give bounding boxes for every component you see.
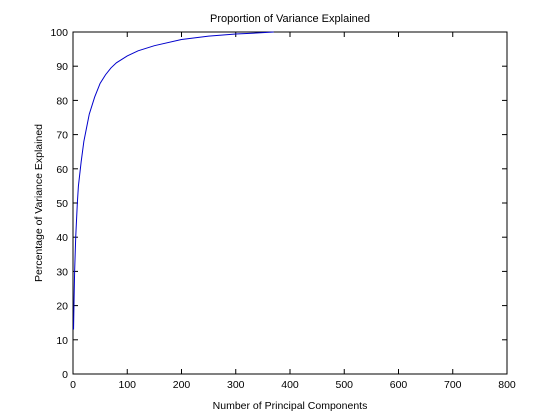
y-tick-label: 40	[56, 232, 68, 244]
y-tick-label: 60	[56, 164, 68, 176]
plot-area	[72, 31, 508, 375]
y-tick-label: 80	[56, 95, 68, 107]
x-tick-label: 0	[70, 379, 76, 391]
x-axis-title: Number of Principal Components	[213, 400, 368, 412]
y-tick-label: 50	[56, 198, 68, 210]
y-tick-label: 70	[56, 130, 68, 142]
x-tick-label: 200	[173, 379, 191, 391]
tick-labels: 0 100 200 300 400 500 600 700 800 0 10 20 30 40 50 60 70…	[50, 27, 515, 391]
y-tick-label: 0	[62, 369, 68, 381]
chart-title: Proportion of Variance Explained	[210, 13, 370, 25]
x-tick-label: 800	[498, 379, 516, 391]
x-tick-label: 100	[118, 379, 136, 391]
x-tick-label: 400	[281, 379, 299, 391]
y-tick-label: 20	[56, 301, 68, 313]
x-tick-label: 700	[444, 379, 462, 391]
y-tick-label: 90	[56, 61, 68, 73]
axis-ticks	[72, 31, 508, 375]
series-line	[73, 31, 274, 330]
y-axis-title: Percentage of Variance Explained	[33, 124, 45, 282]
y-tick-label: 30	[56, 266, 68, 278]
y-tick-label: 100	[50, 27, 68, 39]
x-tick-label: 600	[390, 379, 408, 391]
x-tick-label: 300	[227, 379, 245, 391]
x-tick-label: 500	[335, 379, 353, 391]
y-tick-label: 10	[56, 335, 68, 347]
